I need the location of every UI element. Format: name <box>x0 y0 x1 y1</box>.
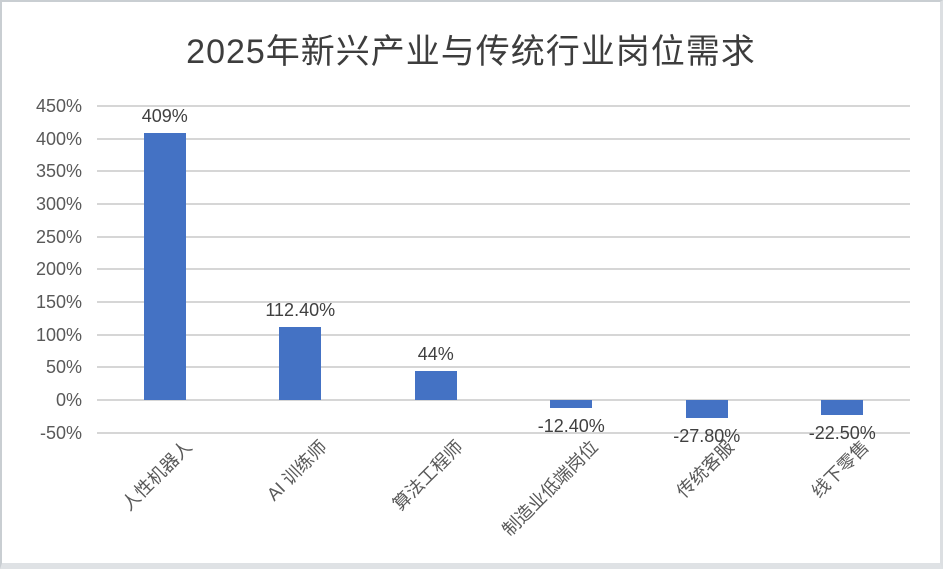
gridline <box>97 268 910 271</box>
gridline <box>97 399 910 401</box>
y-axis-tick-label: -50% <box>39 422 82 443</box>
y-axis-tick-label: 250% <box>35 226 82 247</box>
bar-value-label: -12.40% <box>537 416 605 437</box>
gridline <box>97 235 910 238</box>
bar-value-label: -22.50% <box>808 422 876 443</box>
y-axis-tick-label: 200% <box>35 259 82 280</box>
y-axis-tick-label: 350% <box>35 161 82 182</box>
gridline <box>97 333 910 336</box>
gridline <box>97 300 910 303</box>
y-axis-tick-label: 300% <box>35 193 82 214</box>
y-axis-tick-label: 0% <box>55 390 82 410</box>
bar <box>685 400 728 419</box>
gridline <box>97 202 910 205</box>
y-axis-tick-label: 50% <box>45 357 82 378</box>
gridline <box>97 137 910 140</box>
bar <box>821 400 864 415</box>
bar <box>143 132 186 400</box>
chart-title: 2025年新兴产业与传统行业岗位需求 <box>186 33 756 71</box>
category-label: 人性机器人 <box>117 436 196 515</box>
gridline <box>97 366 910 369</box>
bar-value-label: 409% <box>141 105 188 126</box>
bar <box>279 326 322 400</box>
bar <box>414 371 457 400</box>
gridline <box>97 170 910 173</box>
y-axis-tick-label: 150% <box>35 291 82 312</box>
y-axis-tick-label: 400% <box>35 128 82 149</box>
bar-value-label: 112.40% <box>265 299 336 320</box>
bar-value-label: -27.80% <box>673 426 741 447</box>
y-axis-tick-label: 100% <box>35 324 82 345</box>
y-axis-tick-label: 450% <box>35 95 82 116</box>
bar-value-label: 44% <box>417 344 454 365</box>
bar <box>550 400 593 409</box>
gridline <box>97 431 910 434</box>
gridline <box>97 104 910 107</box>
